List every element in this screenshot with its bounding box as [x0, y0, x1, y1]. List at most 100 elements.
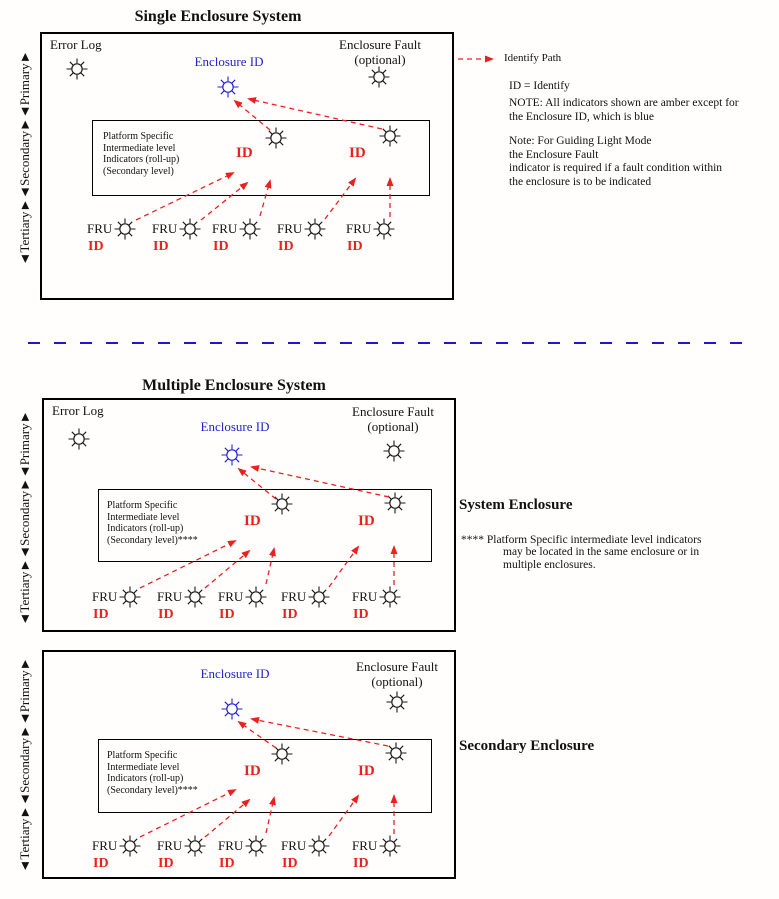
fru-label: FRU — [281, 838, 307, 853]
enclosure-fault-label: Enclosure Fault (optional) — [356, 659, 438, 689]
fru-id-label: ID — [353, 607, 369, 622]
fru-id-label: ID — [282, 856, 298, 871]
fru-id-label: ID — [347, 239, 363, 254]
fru-id-label: ID — [158, 607, 174, 622]
system-enclosure-heading: System Enclosure — [459, 497, 573, 513]
intermediate-led-icon — [270, 742, 294, 766]
fru-led-icon — [239, 217, 262, 241]
fru-label: FRU — [157, 589, 183, 604]
fru-indicator-unit: FRU ID — [281, 833, 347, 873]
fru-label: FRU — [346, 221, 372, 236]
intermediate-id-label: ID — [358, 513, 375, 529]
fru-label: FRU — [92, 838, 118, 853]
enclosure-fault-label: Enclosure Fault (optional) — [339, 37, 421, 67]
fru-led-icon — [373, 217, 396, 241]
fru-indicator-unit: FRU ID — [352, 584, 418, 624]
fru-led-icon — [119, 585, 142, 609]
intermediate-led-icon — [378, 124, 402, 148]
fru-indicator-unit: FRU ID — [92, 584, 158, 624]
fru-indicator-unit: FRU ID — [218, 833, 284, 873]
identify-path-legend-label: Identify Path — [504, 52, 562, 64]
fru-led-icon — [245, 834, 268, 858]
hierarchy-axis-label: ◄Tertiary►◄Secondary►◄Primary► — [17, 657, 32, 873]
enclosure-fault-led-icon — [367, 65, 391, 89]
intermediate-id-label: ID — [236, 145, 253, 161]
fru-id-label: ID — [153, 239, 169, 254]
fru-indicator-unit: FRU ID — [346, 216, 412, 256]
fru-label: FRU — [218, 589, 244, 604]
note-line: may be located in the same enclosure or … — [503, 546, 700, 559]
fru-led-icon — [184, 834, 207, 858]
fru-id-label: ID — [213, 239, 229, 254]
fru-id-label: ID — [158, 856, 174, 871]
fru-led-icon — [245, 585, 268, 609]
fru-label: FRU — [352, 838, 378, 853]
enclosure-id-label: Enclosure ID — [200, 419, 270, 434]
fru-label: FRU — [87, 221, 113, 236]
enclosure-id-led-icon — [220, 697, 244, 721]
diagram-title-multiple: Multiple Enclosure System — [142, 377, 326, 394]
enclosure-id-label: Enclosure ID — [200, 666, 270, 681]
guiding-light-note: Note: For Guiding Light Mode the Enclosu… — [509, 135, 723, 188]
intermediate-led-icon — [270, 492, 294, 516]
fru-label: FRU — [212, 221, 238, 236]
fru-indicator-unit: FRU ID — [281, 584, 347, 624]
fru-indicator-unit: FRU ID — [277, 216, 343, 256]
fru-led-icon — [119, 834, 142, 858]
secondary-enclosure-box — [42, 650, 456, 879]
fru-id-label: ID — [219, 856, 235, 871]
hierarchy-axis-label: ◄Tertiary►◄Secondary►◄Primary► — [17, 50, 32, 266]
platform-indicators-label: Platform Specific Intermediate level Ind… — [103, 131, 180, 177]
fru-led-icon — [304, 217, 327, 241]
hierarchy-axis-label: ◄Tertiary►◄Secondary►◄Primary► — [17, 410, 32, 626]
platform-location-note: **** Platform Specific intermediate leve… — [461, 534, 761, 571]
fru-indicator-unit: FRU ID — [157, 584, 223, 624]
fru-id-label: ID — [353, 856, 369, 871]
fru-label: FRU — [218, 838, 244, 853]
fru-led-icon — [179, 217, 202, 241]
intermediate-id-label: ID — [244, 513, 261, 529]
fru-id-label: ID — [93, 856, 109, 871]
fru-indicator-unit: FRU ID — [352, 833, 418, 873]
fru-led-icon — [308, 585, 331, 609]
diagram-title-single: Single Enclosure System — [134, 8, 302, 25]
system-enclosure-box — [42, 398, 456, 632]
fru-led-icon — [184, 585, 207, 609]
enclosure-fault-led-icon — [385, 690, 409, 714]
fru-id-label: ID — [88, 239, 104, 254]
single-enclosure-box — [40, 32, 454, 300]
fru-label: FRU — [152, 221, 178, 236]
fru-label: FRU — [281, 589, 307, 604]
intermediate-id-label: ID — [358, 763, 375, 779]
enclosure-id-led-icon — [220, 443, 244, 467]
secondary-enclosure-heading: Secondary Enclosure — [459, 738, 595, 754]
note-line: **** Platform Specific intermediate leve… — [461, 534, 702, 546]
fru-label: FRU — [352, 589, 378, 604]
fru-id-label: ID — [93, 607, 109, 622]
fru-indicator-unit: FRU ID — [152, 216, 218, 256]
intermediate-led-icon — [264, 126, 288, 150]
intermediate-id-label: ID — [349, 145, 366, 161]
enclosure-fault-label: Enclosure Fault (optional) — [352, 404, 434, 434]
fru-indicator-unit: FRU ID — [92, 833, 158, 873]
fru-label: FRU — [157, 838, 183, 853]
amber-indicators-note: NOTE: All indicators shown are amber exc… — [509, 97, 739, 123]
error-log-label: Error Log — [52, 403, 104, 418]
enclosure-id-led-icon — [216, 75, 240, 99]
intermediate-led-icon — [384, 741, 408, 765]
fru-led-icon — [379, 834, 402, 858]
fru-led-icon — [308, 834, 331, 858]
intermediate-id-label: ID — [244, 763, 261, 779]
platform-indicators-label: Platform Specific Intermediate level Ind… — [107, 750, 198, 796]
enclosure-fault-led-icon — [382, 439, 406, 463]
fru-led-icon — [379, 585, 402, 609]
intermediate-led-icon — [383, 491, 407, 515]
error-log-label: Error Log — [50, 37, 102, 52]
fru-label: FRU — [92, 589, 118, 604]
fru-indicator-unit: FRU ID — [212, 216, 278, 256]
fru-indicator-unit: FRU ID — [87, 216, 153, 256]
fru-label: FRU — [277, 221, 303, 236]
fru-id-label: ID — [278, 239, 294, 254]
fru-id-label: ID — [282, 607, 298, 622]
